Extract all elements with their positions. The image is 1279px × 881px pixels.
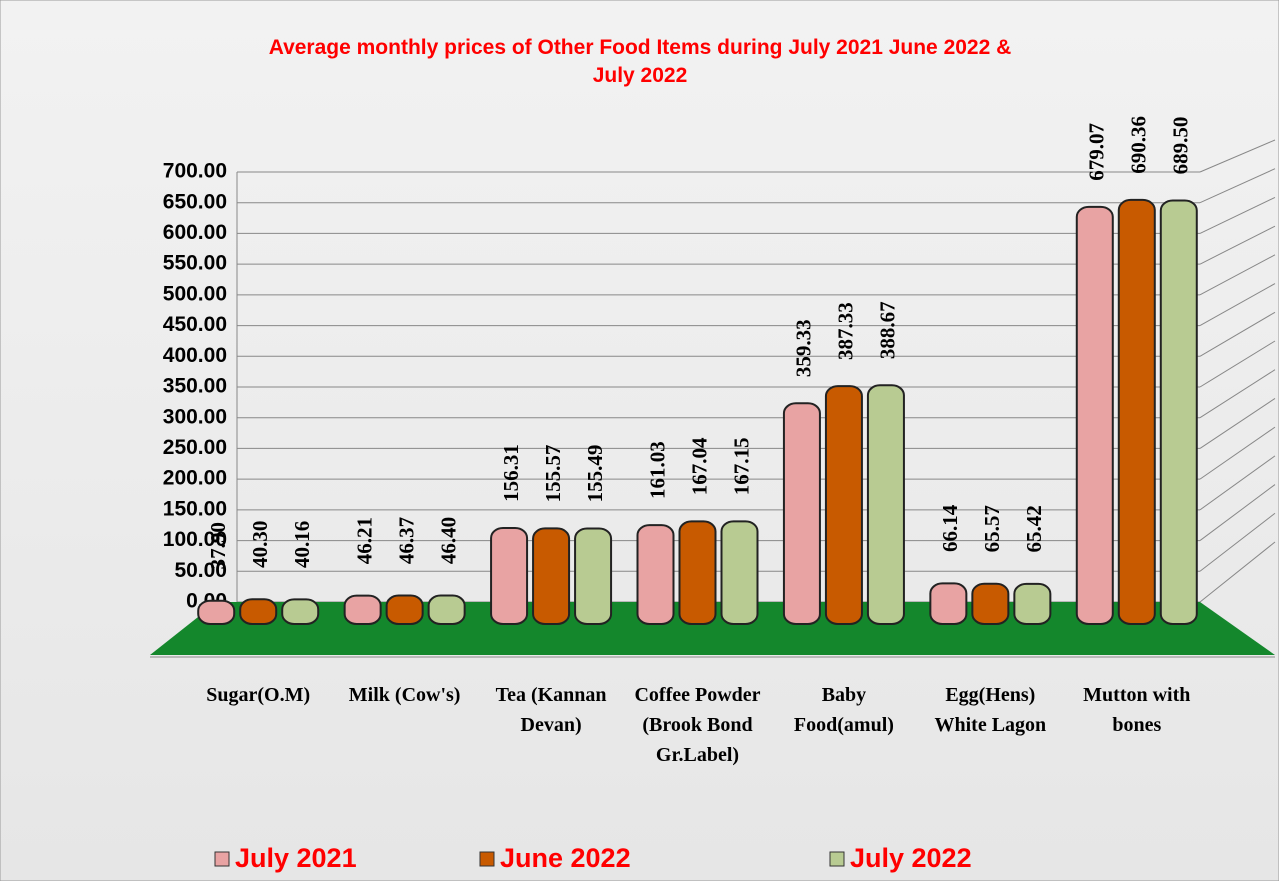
bar bbox=[532, 527, 571, 625]
data-label: 167.15 bbox=[729, 437, 753, 495]
bar bbox=[678, 520, 717, 625]
grid-line-side bbox=[1199, 283, 1276, 327]
grid-line-side bbox=[1199, 340, 1276, 388]
x-tick-label: Tea (Kannan Devan) bbox=[495, 684, 607, 736]
data-label: 37.90 bbox=[206, 522, 230, 569]
legend-label: June 2022 bbox=[500, 843, 631, 873]
y-tick-label: 700.00 bbox=[163, 160, 227, 183]
grid-line-side bbox=[1199, 398, 1276, 449]
bar bbox=[281, 598, 320, 625]
data-label: 46.37 bbox=[394, 517, 418, 564]
data-label: 689.50 bbox=[1169, 117, 1193, 175]
data-label: 690.36 bbox=[1127, 116, 1151, 174]
y-tick-label: 350.00 bbox=[163, 375, 227, 398]
bar bbox=[343, 594, 382, 625]
grid-line-side bbox=[1199, 139, 1276, 173]
data-label: 40.16 bbox=[290, 521, 314, 568]
legend-label: July 2021 bbox=[235, 843, 357, 873]
grid-line-side bbox=[1199, 484, 1276, 541]
bar bbox=[782, 402, 821, 625]
legend-label: July 2022 bbox=[850, 843, 972, 873]
bar bbox=[1117, 198, 1156, 625]
y-tick-label: 600.00 bbox=[163, 221, 227, 244]
bar bbox=[239, 598, 278, 625]
x-tick-label: Egg(Hens) White Lagon bbox=[934, 684, 1047, 736]
grid-line-side bbox=[1199, 254, 1276, 296]
grid-line-side bbox=[1199, 512, 1276, 572]
data-label: 65.42 bbox=[1022, 505, 1046, 552]
legend-swatch bbox=[829, 851, 845, 867]
y-tick-label: 100.00 bbox=[163, 528, 227, 551]
bar bbox=[1159, 199, 1198, 625]
y-tick-label: 50.00 bbox=[174, 559, 227, 582]
chart-title: Average monthly prices of Other Food Ite… bbox=[269, 36, 1012, 87]
y-tick-label: 500.00 bbox=[163, 282, 227, 305]
data-label: 40.30 bbox=[248, 521, 272, 568]
data-label: 167.04 bbox=[687, 437, 711, 495]
data-label: 155.57 bbox=[541, 445, 565, 503]
bar bbox=[971, 582, 1010, 626]
grid-line-side bbox=[1199, 455, 1276, 511]
data-label: 387.33 bbox=[834, 302, 858, 360]
data-label: 156.31 bbox=[499, 444, 523, 502]
bar bbox=[574, 527, 613, 626]
x-tick-label: Coffee Powder (Brook Bond Gr.Label) bbox=[634, 684, 761, 766]
data-label: 155.49 bbox=[583, 445, 607, 503]
data-label: 679.07 bbox=[1085, 123, 1109, 181]
y-tick-label: 300.00 bbox=[163, 405, 227, 428]
legend-swatch bbox=[214, 851, 230, 867]
grid-line-side bbox=[1199, 541, 1276, 603]
bar bbox=[636, 524, 675, 625]
grid-line-side bbox=[1199, 225, 1276, 265]
x-tick-label: Sugar(O.M) bbox=[206, 684, 311, 706]
data-label: 46.21 bbox=[352, 517, 376, 564]
data-label: 388.67 bbox=[876, 301, 900, 359]
y-tick-label: 450.00 bbox=[163, 313, 227, 336]
x-tick-label: Mutton with bones bbox=[1083, 684, 1191, 736]
bar bbox=[1013, 582, 1052, 625]
y-tick-label: 550.00 bbox=[163, 252, 227, 275]
x-tick-label: Baby Food(amul) bbox=[793, 684, 894, 736]
bar bbox=[490, 526, 529, 626]
bar bbox=[197, 599, 236, 625]
data-label: 161.03 bbox=[645, 441, 669, 499]
x-tick-label: Milk (Cow's) bbox=[348, 684, 461, 706]
y-tick-label: 200.00 bbox=[163, 467, 227, 490]
grid-line-side bbox=[1199, 369, 1276, 419]
data-label: 359.33 bbox=[792, 319, 816, 377]
grid-line-side bbox=[1199, 196, 1276, 234]
legend-swatch bbox=[479, 851, 495, 867]
bar bbox=[427, 594, 466, 625]
data-label: 46.40 bbox=[436, 517, 460, 564]
grid-line-side bbox=[1199, 426, 1276, 480]
bar bbox=[866, 384, 905, 625]
data-label: 66.14 bbox=[938, 504, 962, 552]
grid-line-side bbox=[1199, 311, 1276, 357]
bar bbox=[824, 385, 863, 626]
y-tick-label: 250.00 bbox=[163, 436, 227, 459]
grid-line-side bbox=[1199, 168, 1276, 204]
y-tick-label: 650.00 bbox=[163, 190, 227, 213]
bar bbox=[385, 594, 424, 625]
data-label: 65.57 bbox=[980, 505, 1004, 552]
bar bbox=[1075, 205, 1114, 625]
bar bbox=[720, 520, 759, 625]
y-tick-label: 150.00 bbox=[163, 497, 227, 520]
bar bbox=[929, 582, 968, 626]
y-tick-label: 400.00 bbox=[163, 344, 227, 367]
